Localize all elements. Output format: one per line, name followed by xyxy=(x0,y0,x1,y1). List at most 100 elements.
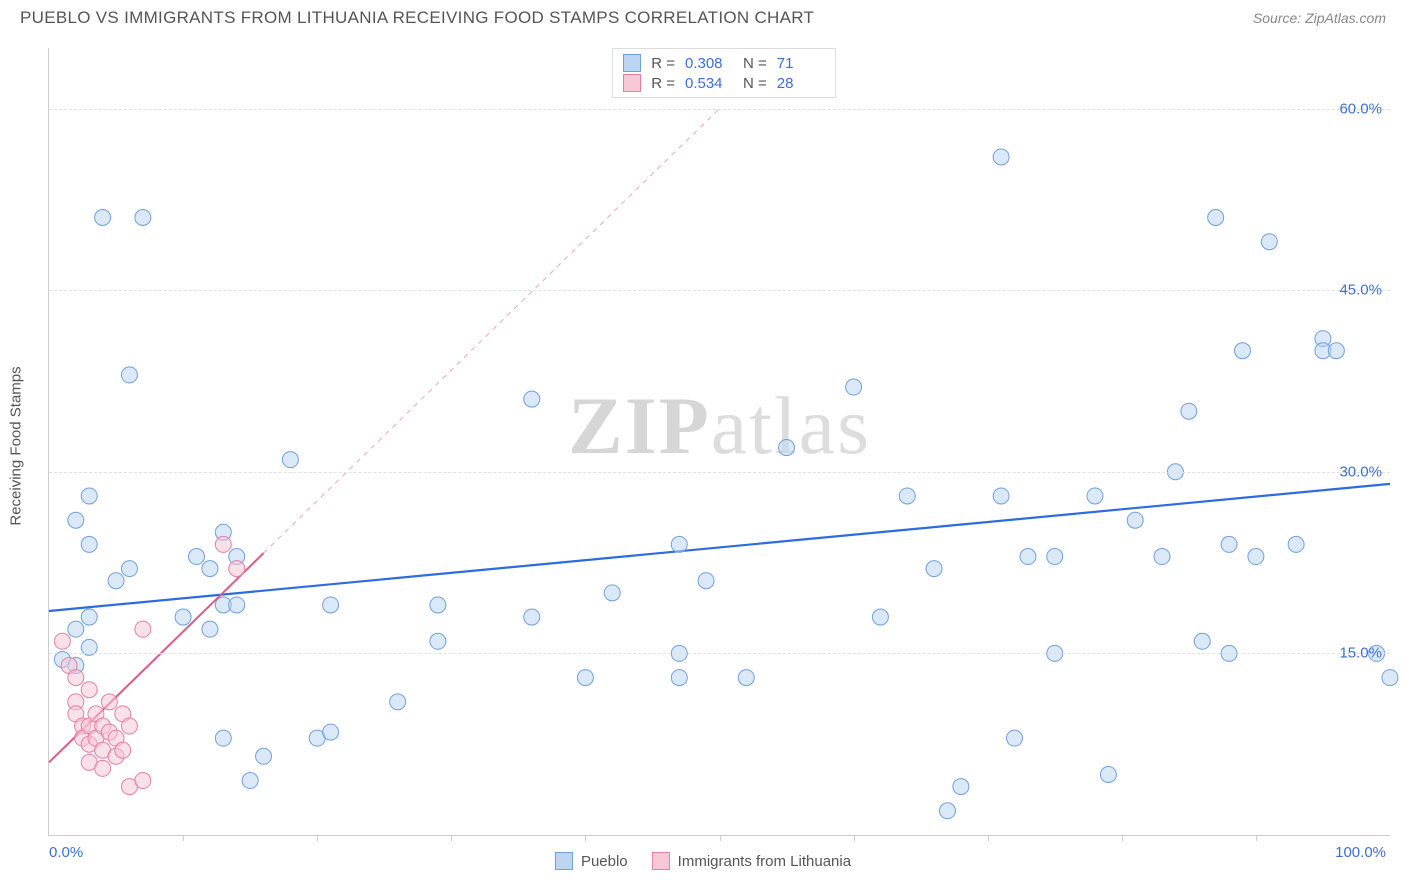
data-point xyxy=(1382,670,1398,686)
data-point xyxy=(68,512,84,528)
legend-n-label: N = xyxy=(743,75,767,92)
data-point xyxy=(1020,549,1036,565)
data-point xyxy=(1154,549,1170,565)
data-point xyxy=(242,773,258,789)
data-point xyxy=(81,488,97,504)
gridline xyxy=(49,109,1390,110)
data-point xyxy=(121,561,137,577)
data-point xyxy=(872,609,888,625)
data-point xyxy=(1288,536,1304,552)
data-point xyxy=(215,536,231,552)
data-point xyxy=(323,724,339,740)
legend-r-label: R = xyxy=(651,75,675,92)
y-tick-label: 60.0% xyxy=(1339,100,1382,117)
data-point xyxy=(68,670,84,686)
y-axis-title: Receiving Food Stamps xyxy=(8,366,25,525)
scatter-plot-svg xyxy=(49,48,1390,835)
data-point xyxy=(993,488,1009,504)
data-point xyxy=(81,536,97,552)
trend-line-extension xyxy=(264,109,720,554)
data-point xyxy=(1328,343,1344,359)
data-point xyxy=(189,549,205,565)
data-point xyxy=(1261,234,1277,250)
data-point xyxy=(256,748,272,764)
gridline xyxy=(49,290,1390,291)
data-point xyxy=(81,609,97,625)
trend-line xyxy=(49,484,1390,611)
data-point xyxy=(671,670,687,686)
legend-r-value: 0.308 xyxy=(685,55,733,72)
legend-r-value: 0.534 xyxy=(685,75,733,92)
data-point xyxy=(1127,512,1143,528)
data-point xyxy=(779,440,795,456)
x-tick xyxy=(720,835,721,841)
data-point xyxy=(577,670,593,686)
data-point xyxy=(1194,633,1210,649)
data-point xyxy=(1248,549,1264,565)
data-point xyxy=(121,367,137,383)
data-point xyxy=(1181,403,1197,419)
legend-series: Pueblo Immigrants from Lithuania xyxy=(555,852,851,870)
chart-plot-area: ZIPatlas R =0.308N =71R =0.534N =28 15.0… xyxy=(48,48,1390,836)
x-tick xyxy=(1256,835,1257,841)
x-tick xyxy=(1122,835,1123,841)
data-point xyxy=(95,760,111,776)
data-point xyxy=(1087,488,1103,504)
legend-n-value: 71 xyxy=(777,55,825,72)
y-tick-label: 30.0% xyxy=(1339,463,1382,480)
legend-series-label: Pueblo xyxy=(581,853,628,870)
data-point xyxy=(135,773,151,789)
y-tick-label: 45.0% xyxy=(1339,282,1382,299)
legend-series-label: Immigrants from Lithuania xyxy=(678,853,851,870)
data-point xyxy=(846,379,862,395)
data-point xyxy=(121,718,137,734)
x-tick xyxy=(183,835,184,841)
legend-correlation-row: R =0.308N =71 xyxy=(623,53,825,73)
data-point xyxy=(115,742,131,758)
data-point xyxy=(175,609,191,625)
data-point xyxy=(229,597,245,613)
legend-swatch xyxy=(555,852,573,870)
data-point xyxy=(430,597,446,613)
data-point xyxy=(135,210,151,226)
data-point xyxy=(215,730,231,746)
source-attribution: Source: ZipAtlas.com xyxy=(1253,10,1386,26)
data-point xyxy=(1208,210,1224,226)
data-point xyxy=(1100,766,1116,782)
data-point xyxy=(738,670,754,686)
data-point xyxy=(524,391,540,407)
gridline xyxy=(49,472,1390,473)
data-point xyxy=(899,488,915,504)
legend-swatch xyxy=(623,74,641,92)
y-tick-label: 15.0% xyxy=(1339,645,1382,662)
x-tick xyxy=(451,835,452,841)
chart-title: PUEBLO VS IMMIGRANTS FROM LITHUANIA RECE… xyxy=(20,8,814,28)
data-point xyxy=(101,694,117,710)
legend-series-item: Pueblo xyxy=(555,852,628,870)
data-point xyxy=(108,573,124,589)
legend-correlation-row: R =0.534N =28 xyxy=(623,73,825,93)
data-point xyxy=(1221,536,1237,552)
legend-swatch xyxy=(623,54,641,72)
legend-n-label: N = xyxy=(743,55,767,72)
data-point xyxy=(1047,549,1063,565)
x-tick xyxy=(988,835,989,841)
data-point xyxy=(953,779,969,795)
data-point xyxy=(95,210,111,226)
data-point xyxy=(524,609,540,625)
x-tick-label: 100.0% xyxy=(1335,844,1386,861)
x-tick xyxy=(585,835,586,841)
data-point xyxy=(202,621,218,637)
data-point xyxy=(135,621,151,637)
data-point xyxy=(939,803,955,819)
legend-correlation-box: R =0.308N =71R =0.534N =28 xyxy=(612,48,836,98)
data-point xyxy=(323,597,339,613)
data-point xyxy=(54,633,70,649)
legend-swatch xyxy=(652,852,670,870)
data-point xyxy=(229,561,245,577)
data-point xyxy=(202,561,218,577)
data-point xyxy=(926,561,942,577)
legend-series-item: Immigrants from Lithuania xyxy=(652,852,851,870)
data-point xyxy=(430,633,446,649)
data-point xyxy=(282,452,298,468)
